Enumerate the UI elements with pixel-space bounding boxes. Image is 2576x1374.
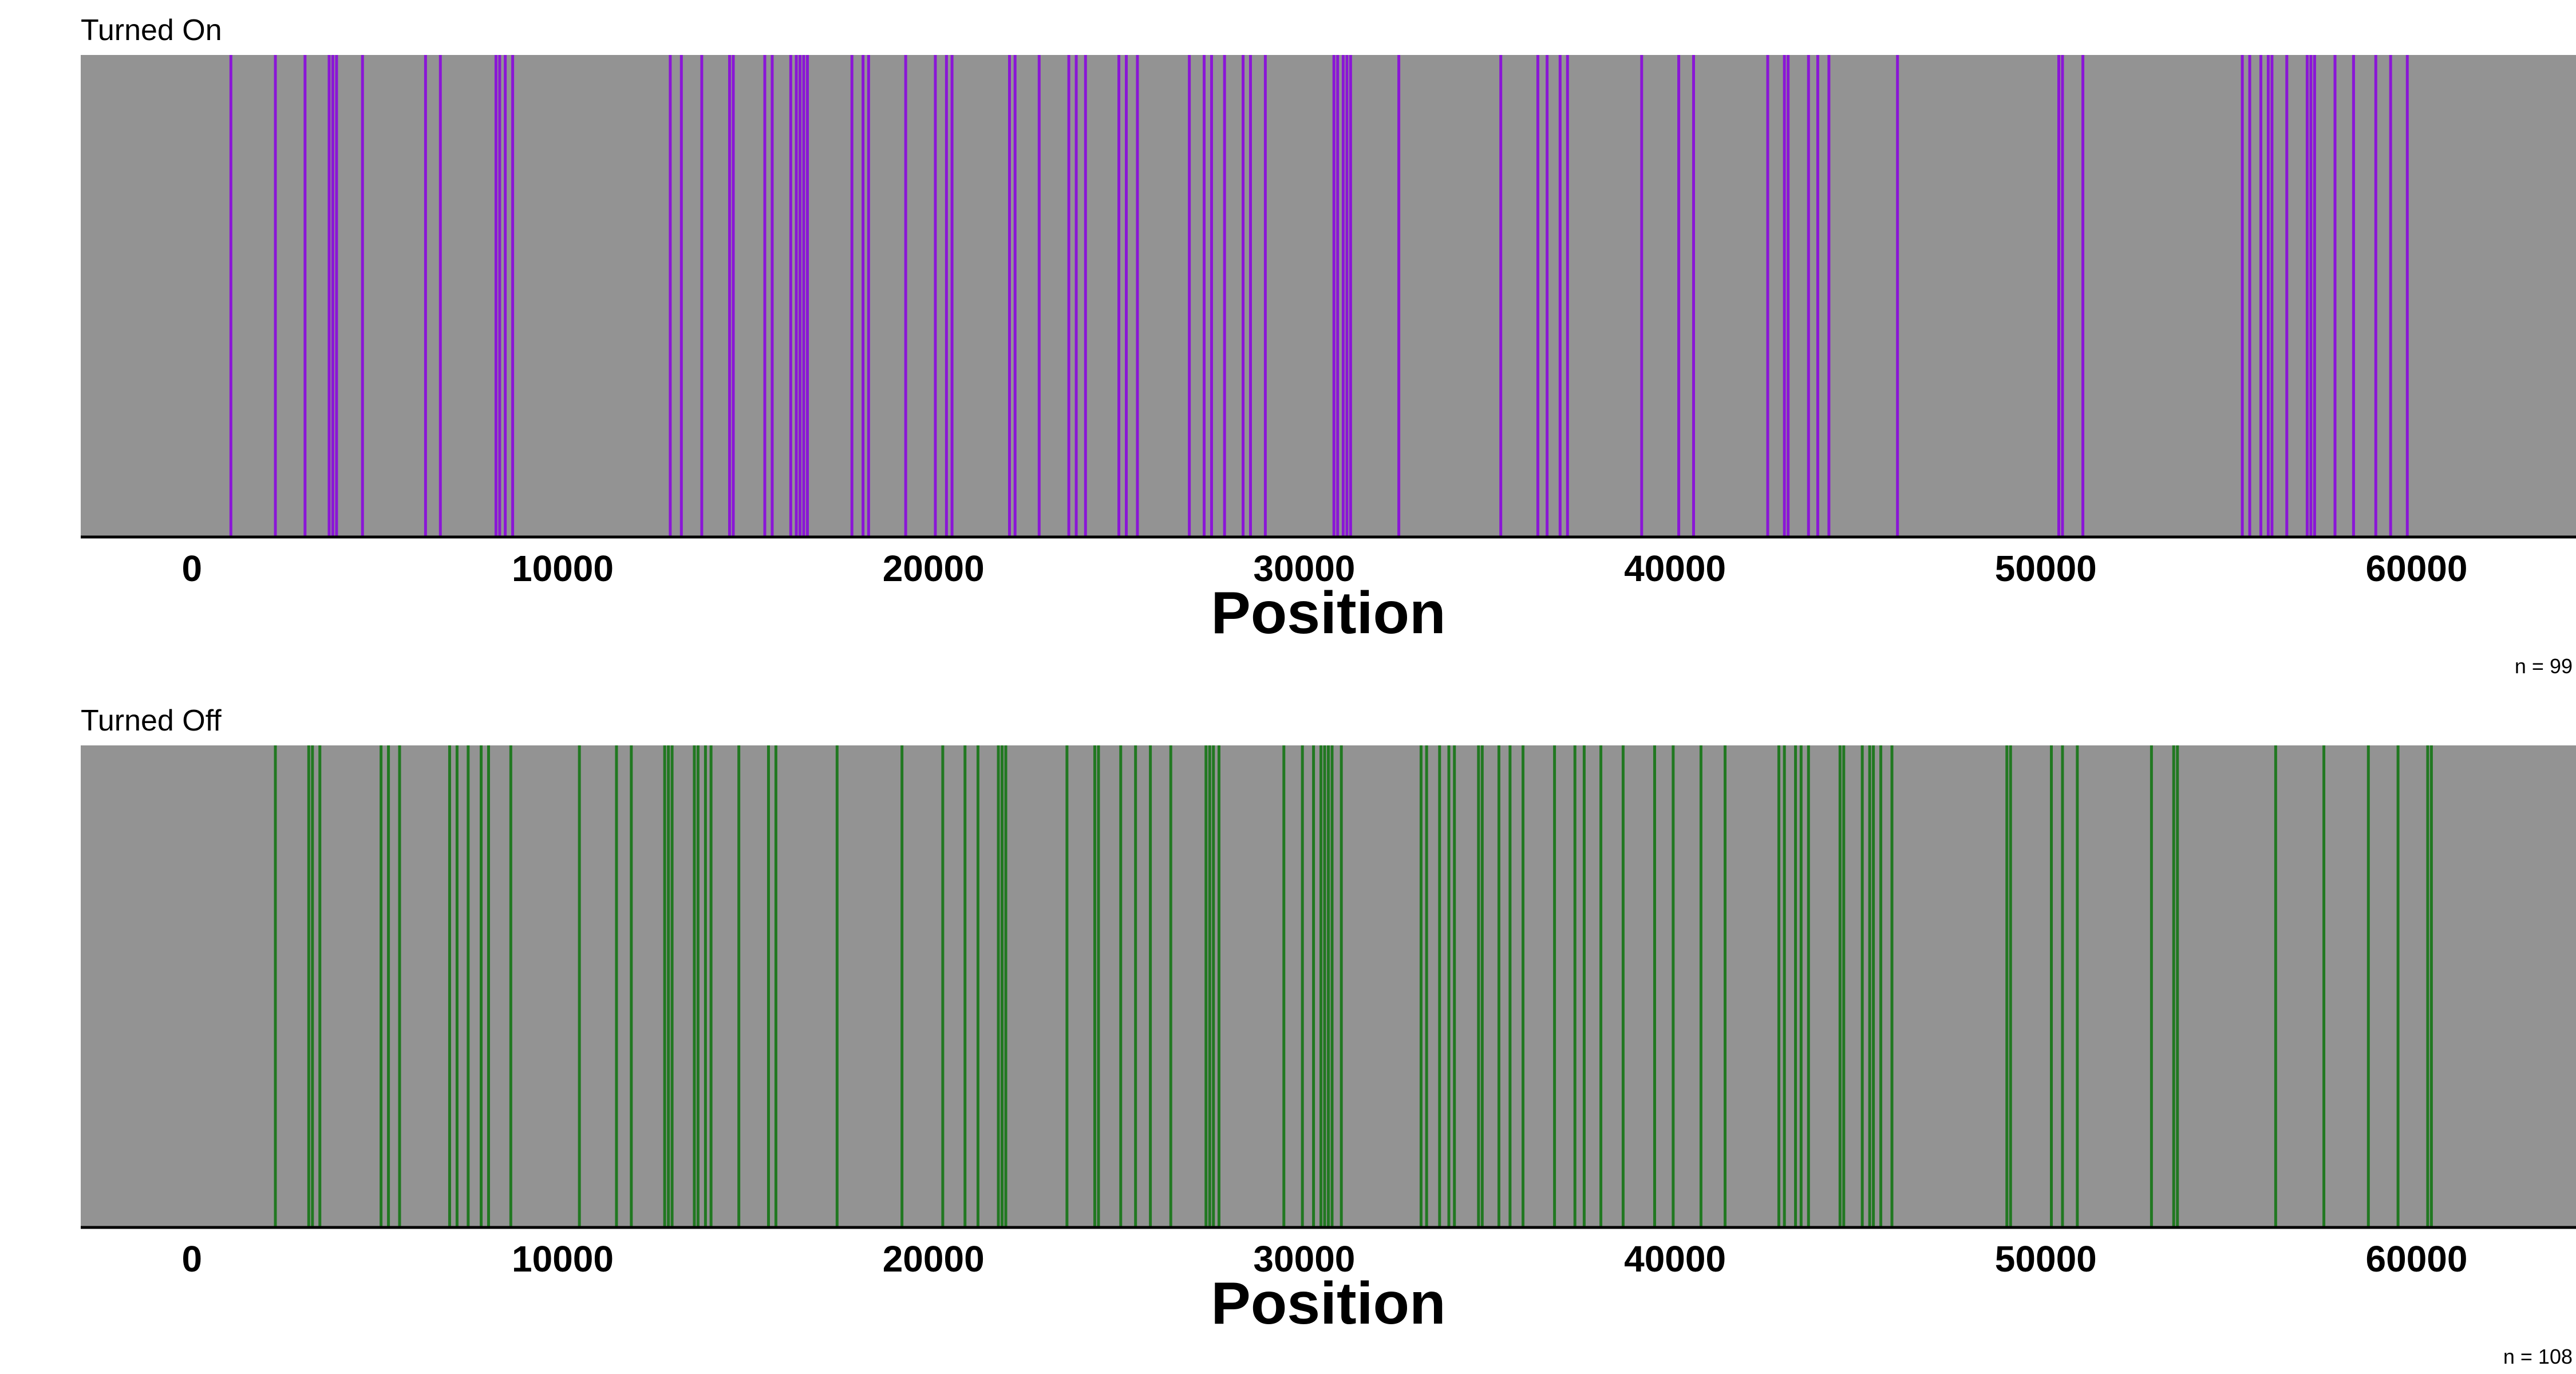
panel-turned-on: Turned On 0 10000 20000 30000 40000 50000 60000… [81, 14, 2576, 678]
sample-count-label: n = 108 [2503, 1345, 2573, 1368]
x-tick-label: 50000 [1995, 1238, 2097, 1280]
x-axis-label: Position [1211, 1270, 1445, 1337]
panel-title: Turned Off [81, 704, 222, 737]
x-tick-label: 40000 [1624, 1238, 1726, 1280]
panel-turned-off: Turned Off 0 10000 20000 30000 40000 50000 6000… [81, 704, 2576, 1368]
panel-title: Turned On [81, 14, 222, 47]
x-tick-label: 10000 [512, 548, 614, 589]
x-tick-label: 10000 [512, 1238, 614, 1280]
x-tick-label: 60000 [2366, 548, 2468, 589]
x-tick-label: 30000 [1253, 548, 1355, 589]
x-tick-label: 0 [182, 1238, 203, 1280]
x-tick-label: 20000 [883, 1238, 985, 1280]
x-tick-label: 60000 [2366, 1238, 2468, 1280]
sample-count-label: n = 99 [2515, 654, 2573, 678]
x-tick-label: 0 [182, 548, 203, 589]
x-axis-label: Position [1211, 580, 1445, 646]
x-tick-label: 30000 [1253, 1238, 1355, 1280]
plot-background [81, 55, 2576, 536]
x-tick-label: 20000 [883, 548, 985, 589]
x-tick-label: 40000 [1624, 548, 1726, 589]
x-tick-label: 50000 [1995, 548, 2097, 589]
